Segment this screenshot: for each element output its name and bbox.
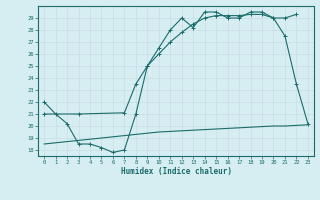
X-axis label: Humidex (Indice chaleur): Humidex (Indice chaleur) xyxy=(121,167,231,176)
